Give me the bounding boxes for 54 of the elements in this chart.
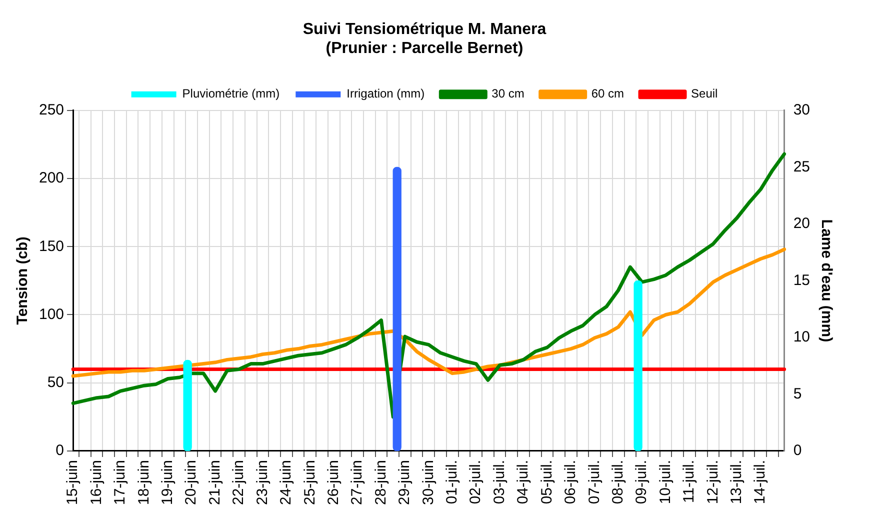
- bar: [634, 280, 642, 451]
- y2-tick-label: 25: [793, 158, 810, 176]
- chart-title: Suivi Tensiométrique M. Manera (Prunier : Parcelle Bernet): [302, 21, 546, 58]
- legend-label: Irrigation (mm): [346, 86, 425, 101]
- y2-tick-label: 10: [793, 328, 810, 346]
- legend-label: Seuil: [691, 86, 718, 101]
- y2-tick-label: 15: [793, 272, 810, 289]
- y2-axis-title: Lame d'eau (mm): [818, 219, 835, 342]
- y2-tick-label: 5: [793, 385, 802, 402]
- y-axis-title: Tension (cb): [14, 236, 32, 325]
- x-tick-label: 26-juin: [324, 460, 342, 505]
- x-tick-label: 15-juin: [64, 460, 82, 505]
- x-tick-label: 30-juin: [420, 460, 437, 505]
- y-tick-label: 150: [38, 238, 64, 255]
- x-tick-label: 19-juin: [159, 460, 176, 505]
- x-tick-label: 24-juin: [278, 460, 295, 505]
- x-tick-label: 10-juil.: [656, 460, 674, 504]
- y-tick-label: 0: [56, 442, 64, 460]
- y-tick-label: 50: [47, 374, 64, 391]
- x-tick-label: 18-juin: [135, 460, 152, 505]
- legend-label: Pluviométrie (mm): [182, 86, 280, 101]
- y2-tick-label: 20: [793, 215, 810, 232]
- y-tick-label: 200: [38, 170, 64, 187]
- y-tick-label: 100: [38, 306, 64, 323]
- legend-label: 30 cm: [492, 86, 524, 101]
- x-tick-label: 28-juin: [372, 460, 390, 505]
- x-tick-label: 21-juin: [206, 460, 224, 505]
- x-tick-label: 07-juil.: [586, 460, 603, 504]
- x-tick-label: 09-juil.: [633, 460, 650, 504]
- x-tick-label: 03-juil.: [490, 460, 508, 504]
- bar: [392, 166, 402, 451]
- x-tick-label: 27-juin: [348, 460, 366, 505]
- x-tick-label: 25-juin: [301, 460, 318, 505]
- x-tick-label: 23-juin: [254, 460, 271, 505]
- y-tick-label: 250: [38, 102, 64, 119]
- x-tick-label: 11-juil.: [680, 460, 698, 504]
- bar: [183, 360, 192, 451]
- legend-label: 60 cm: [591, 86, 624, 101]
- x-tick-label: 16-juin: [88, 460, 105, 505]
- x-tick-label: 05-juil.: [538, 460, 556, 504]
- x-tick-label: 17-juin: [112, 460, 129, 505]
- x-tick-label: 08-juil.: [609, 460, 626, 504]
- y2-tick-label: 30: [793, 102, 810, 119]
- x-tick-label: 06-juil.: [562, 460, 580, 504]
- y2-tick-label: 0: [793, 442, 802, 460]
- x-tick-label: 20-juin: [182, 460, 200, 505]
- x-tick-label: 13-juil.: [728, 460, 746, 504]
- x-tick-label: 12-juil.: [704, 460, 722, 504]
- x-tick-label: 29-juin: [396, 460, 414, 505]
- x-tick-label: 22-juin: [230, 460, 248, 505]
- x-tick-label: 02-juil.: [467, 460, 484, 504]
- x-tick-label: 01-juil.: [444, 460, 461, 504]
- x-tick-label: 04-juil.: [514, 460, 532, 504]
- x-tick-label: 14-juil.: [752, 460, 769, 504]
